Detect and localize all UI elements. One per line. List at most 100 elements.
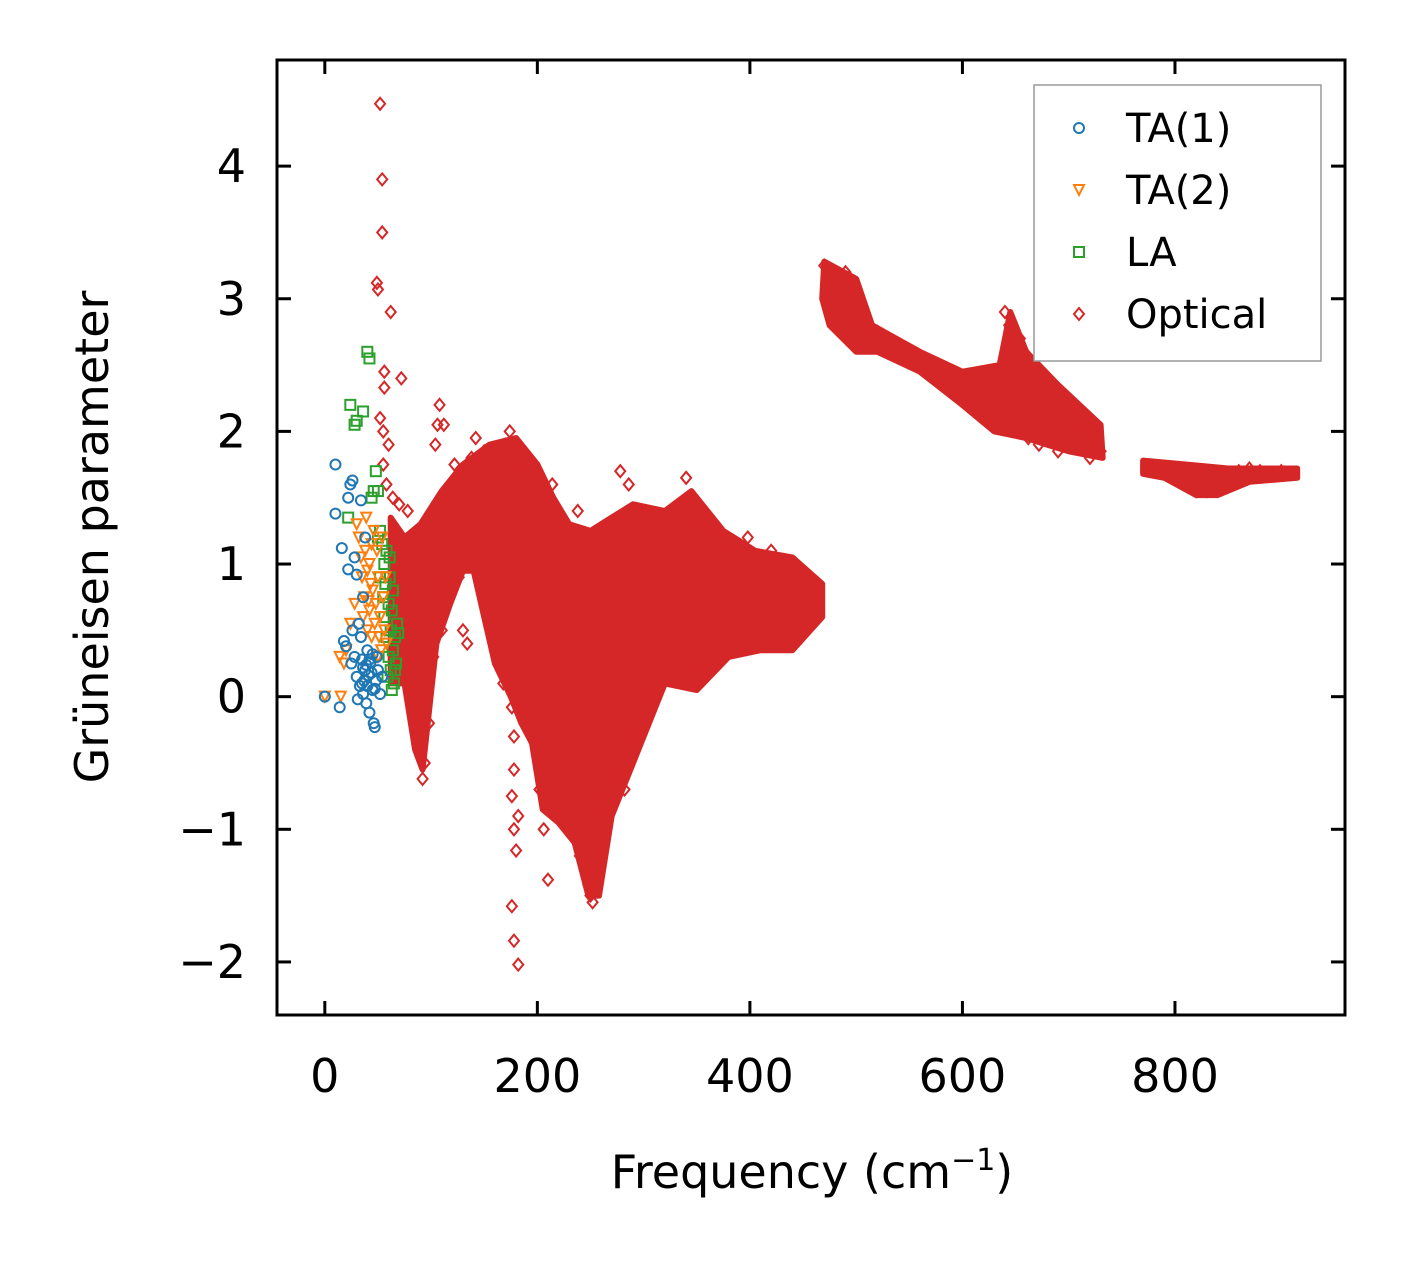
data-point: [1083, 450, 1097, 466]
data-point: [843, 277, 857, 294]
data-point: [369, 597, 383, 612]
legend-label: TA(2): [1125, 168, 1231, 214]
data-point: [775, 622, 789, 638]
data-point: [372, 630, 386, 645]
data-point: [376, 591, 390, 605]
legend-entry: Optical: [1072, 292, 1267, 338]
data-point: [528, 728, 542, 745]
data-point: [392, 627, 405, 639]
data-point: [357, 405, 370, 418]
data-point: [469, 430, 483, 446]
data-point: [407, 649, 421, 665]
data-point: [364, 630, 379, 645]
data-point: [344, 398, 357, 411]
data-point: [1039, 384, 1052, 400]
data-point: [630, 636, 644, 652]
data-point: [694, 503, 708, 519]
data-point: [977, 397, 990, 413]
y-tick-label: −1: [178, 802, 246, 856]
data-point: [892, 344, 905, 360]
data-point: [371, 485, 384, 498]
data-point: [934, 368, 948, 384]
data-point: [386, 584, 399, 597]
data-point: [380, 544, 393, 557]
data-point: [329, 458, 342, 471]
data-point: [368, 682, 381, 695]
data-point: [429, 437, 442, 453]
data-point: [357, 591, 370, 604]
data-point: [688, 622, 701, 638]
data-point: [1064, 403, 1078, 420]
data-point: [507, 933, 521, 949]
data-point: [550, 569, 563, 585]
data-point: [437, 417, 451, 433]
data-point: [385, 604, 398, 617]
data-point: [1070, 437, 1084, 453]
data-point: [1026, 423, 1039, 439]
data-point: [343, 617, 357, 631]
x-axis-label-superscript: −1: [951, 1143, 995, 1178]
data-point: [395, 529, 408, 546]
data-point: [345, 657, 358, 670]
x-tick-label: 0: [310, 1049, 339, 1103]
data-point: [1232, 463, 1246, 479]
data-point: [342, 563, 355, 576]
data-point: [363, 706, 376, 719]
data-point: [1243, 460, 1256, 477]
data-point: [368, 617, 382, 631]
legend-box: [1033, 84, 1322, 362]
data-point: [373, 410, 387, 426]
data-point: [333, 650, 347, 665]
y-tick-label: 3: [217, 272, 246, 326]
data-point: [520, 503, 534, 519]
x-tick-label: 400: [706, 1049, 794, 1103]
data-point: [592, 795, 606, 811]
data-point: [1285, 466, 1299, 482]
data-point: [862, 330, 876, 347]
data-point: [497, 675, 510, 691]
data-point: [834, 311, 848, 327]
optical-dense-region: [1140, 457, 1301, 499]
data-point: [348, 418, 361, 431]
data-point: [368, 721, 381, 734]
data-point: [956, 384, 969, 400]
data-point: [382, 597, 395, 610]
data-point: [350, 518, 364, 532]
data-point: [375, 531, 389, 545]
data-point: [988, 410, 1001, 426]
data-point: [626, 728, 640, 745]
data-point: [346, 624, 359, 637]
x-axis-label: Frequency (cm−1): [611, 1143, 1014, 1199]
data-point: [363, 577, 378, 592]
data-point: [460, 636, 474, 652]
data-point: [1168, 470, 1182, 486]
data-point: [656, 529, 670, 546]
data-point: [352, 617, 365, 630]
data-point: [358, 544, 372, 558]
x-tick-label: 200: [493, 1049, 581, 1103]
data-point: [370, 544, 384, 558]
data-point: [701, 569, 714, 585]
data-point: [371, 281, 385, 298]
data-point: [488, 582, 502, 599]
data-point: [346, 474, 359, 487]
y-tick-label: −2: [178, 935, 246, 989]
data-point: [1158, 463, 1171, 479]
data-point: [647, 622, 661, 638]
data-point: [354, 494, 367, 507]
data-point: [588, 881, 602, 897]
legend-entry: TA(2): [1072, 168, 1231, 214]
data-point: [390, 657, 403, 670]
data-point: [664, 649, 678, 665]
data-point: [354, 630, 367, 643]
data-point: [605, 543, 619, 559]
data-point: [590, 848, 604, 864]
data-point: [1211, 476, 1224, 493]
data-point: [571, 503, 585, 519]
data-point: [622, 476, 636, 493]
data-point: [786, 569, 799, 585]
data-point: [545, 476, 559, 493]
data-point: [377, 624, 391, 638]
data-point: [537, 821, 551, 837]
data-point: [395, 370, 408, 386]
